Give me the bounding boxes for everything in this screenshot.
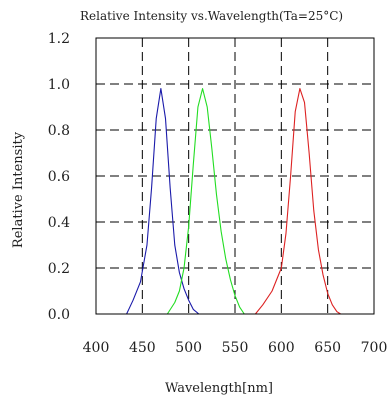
y-tick-label: 0.6 bbox=[48, 169, 70, 185]
x-tick-label: 450 bbox=[129, 340, 156, 356]
y-tick-label: 0.8 bbox=[48, 123, 70, 139]
y-tick-label: 0.0 bbox=[48, 307, 70, 323]
x-tick-label: 600 bbox=[268, 340, 295, 356]
series-line-2 bbox=[254, 88, 341, 315]
y-tick-label: 0.4 bbox=[48, 215, 70, 231]
y-axis-label: Relative Intensity bbox=[11, 131, 26, 248]
y-tick-label: 0.2 bbox=[48, 261, 70, 277]
series-line-0 bbox=[126, 88, 200, 315]
y-tick-label: 1.2 bbox=[48, 31, 70, 47]
y-tick-labels: 0.0 0.2 0.4 0.6 0.8 1.0 1.2 bbox=[48, 31, 70, 323]
x-tick-labels: 400 450 500 550 600 650 700 bbox=[83, 340, 388, 356]
x-tick-label: 650 bbox=[314, 340, 341, 356]
y-tick-label: 1.0 bbox=[48, 77, 70, 93]
x-tick-label: 550 bbox=[222, 340, 249, 356]
grid-lines bbox=[96, 38, 374, 314]
x-axis-label: Wavelength[nm] bbox=[165, 381, 273, 396]
series-layer bbox=[126, 88, 341, 315]
x-tick-label: 400 bbox=[83, 340, 110, 356]
series-line-1 bbox=[166, 88, 245, 315]
plot-frame bbox=[95, 37, 375, 315]
chart-title: Relative Intensity vs.Wavelength(Ta=25°C… bbox=[80, 9, 343, 23]
x-tick-label: 500 bbox=[175, 340, 202, 356]
x-tick-label: 700 bbox=[361, 340, 388, 356]
